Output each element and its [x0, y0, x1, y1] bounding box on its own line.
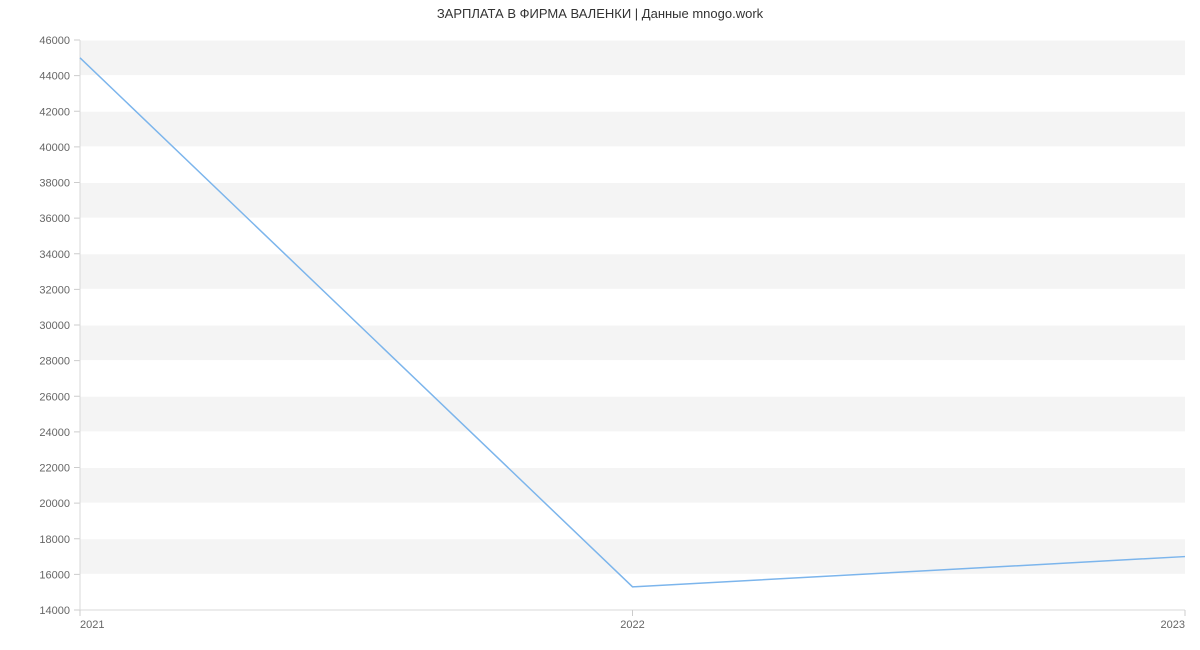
- chart-svg: 14000 16000 18000 20000 22000 24000 26000 28000…: [0, 0, 1200, 650]
- y-tick-label: 22000: [39, 463, 70, 475]
- y-tick-label: 26000: [39, 391, 70, 403]
- y-tick-label: 40000: [39, 142, 70, 154]
- salary-chart: ЗАРПЛАТА В ФИРМА ВАЛЕНКИ | Данные mnogo.…: [0, 0, 1200, 650]
- y-tick-label: 24000: [39, 427, 70, 439]
- y-tick-label: 28000: [39, 356, 70, 368]
- y-tick-label: 46000: [39, 35, 70, 47]
- x-tick-label: 2021: [80, 619, 104, 631]
- y-tick-label: 16000: [39, 569, 70, 581]
- y-tick-label: 14000: [39, 605, 70, 617]
- y-tick-label: 42000: [39, 106, 70, 118]
- y-tick-label: 44000: [39, 71, 70, 83]
- x-tick-label: 2022: [620, 619, 644, 631]
- y-tick-label: 20000: [39, 498, 70, 510]
- y-tick-label: 38000: [39, 178, 70, 190]
- y-tick-label: 30000: [39, 320, 70, 332]
- y-tick-label: 36000: [39, 213, 70, 225]
- chart-title: ЗАРПЛАТА В ФИРМА ВАЛЕНКИ | Данные mnogo.…: [0, 6, 1200, 21]
- x-tick-label: 2023: [1161, 619, 1185, 631]
- y-tick-label: 18000: [39, 534, 70, 546]
- y-tick-label: 34000: [39, 249, 70, 261]
- y-tick-label: 32000: [39, 284, 70, 296]
